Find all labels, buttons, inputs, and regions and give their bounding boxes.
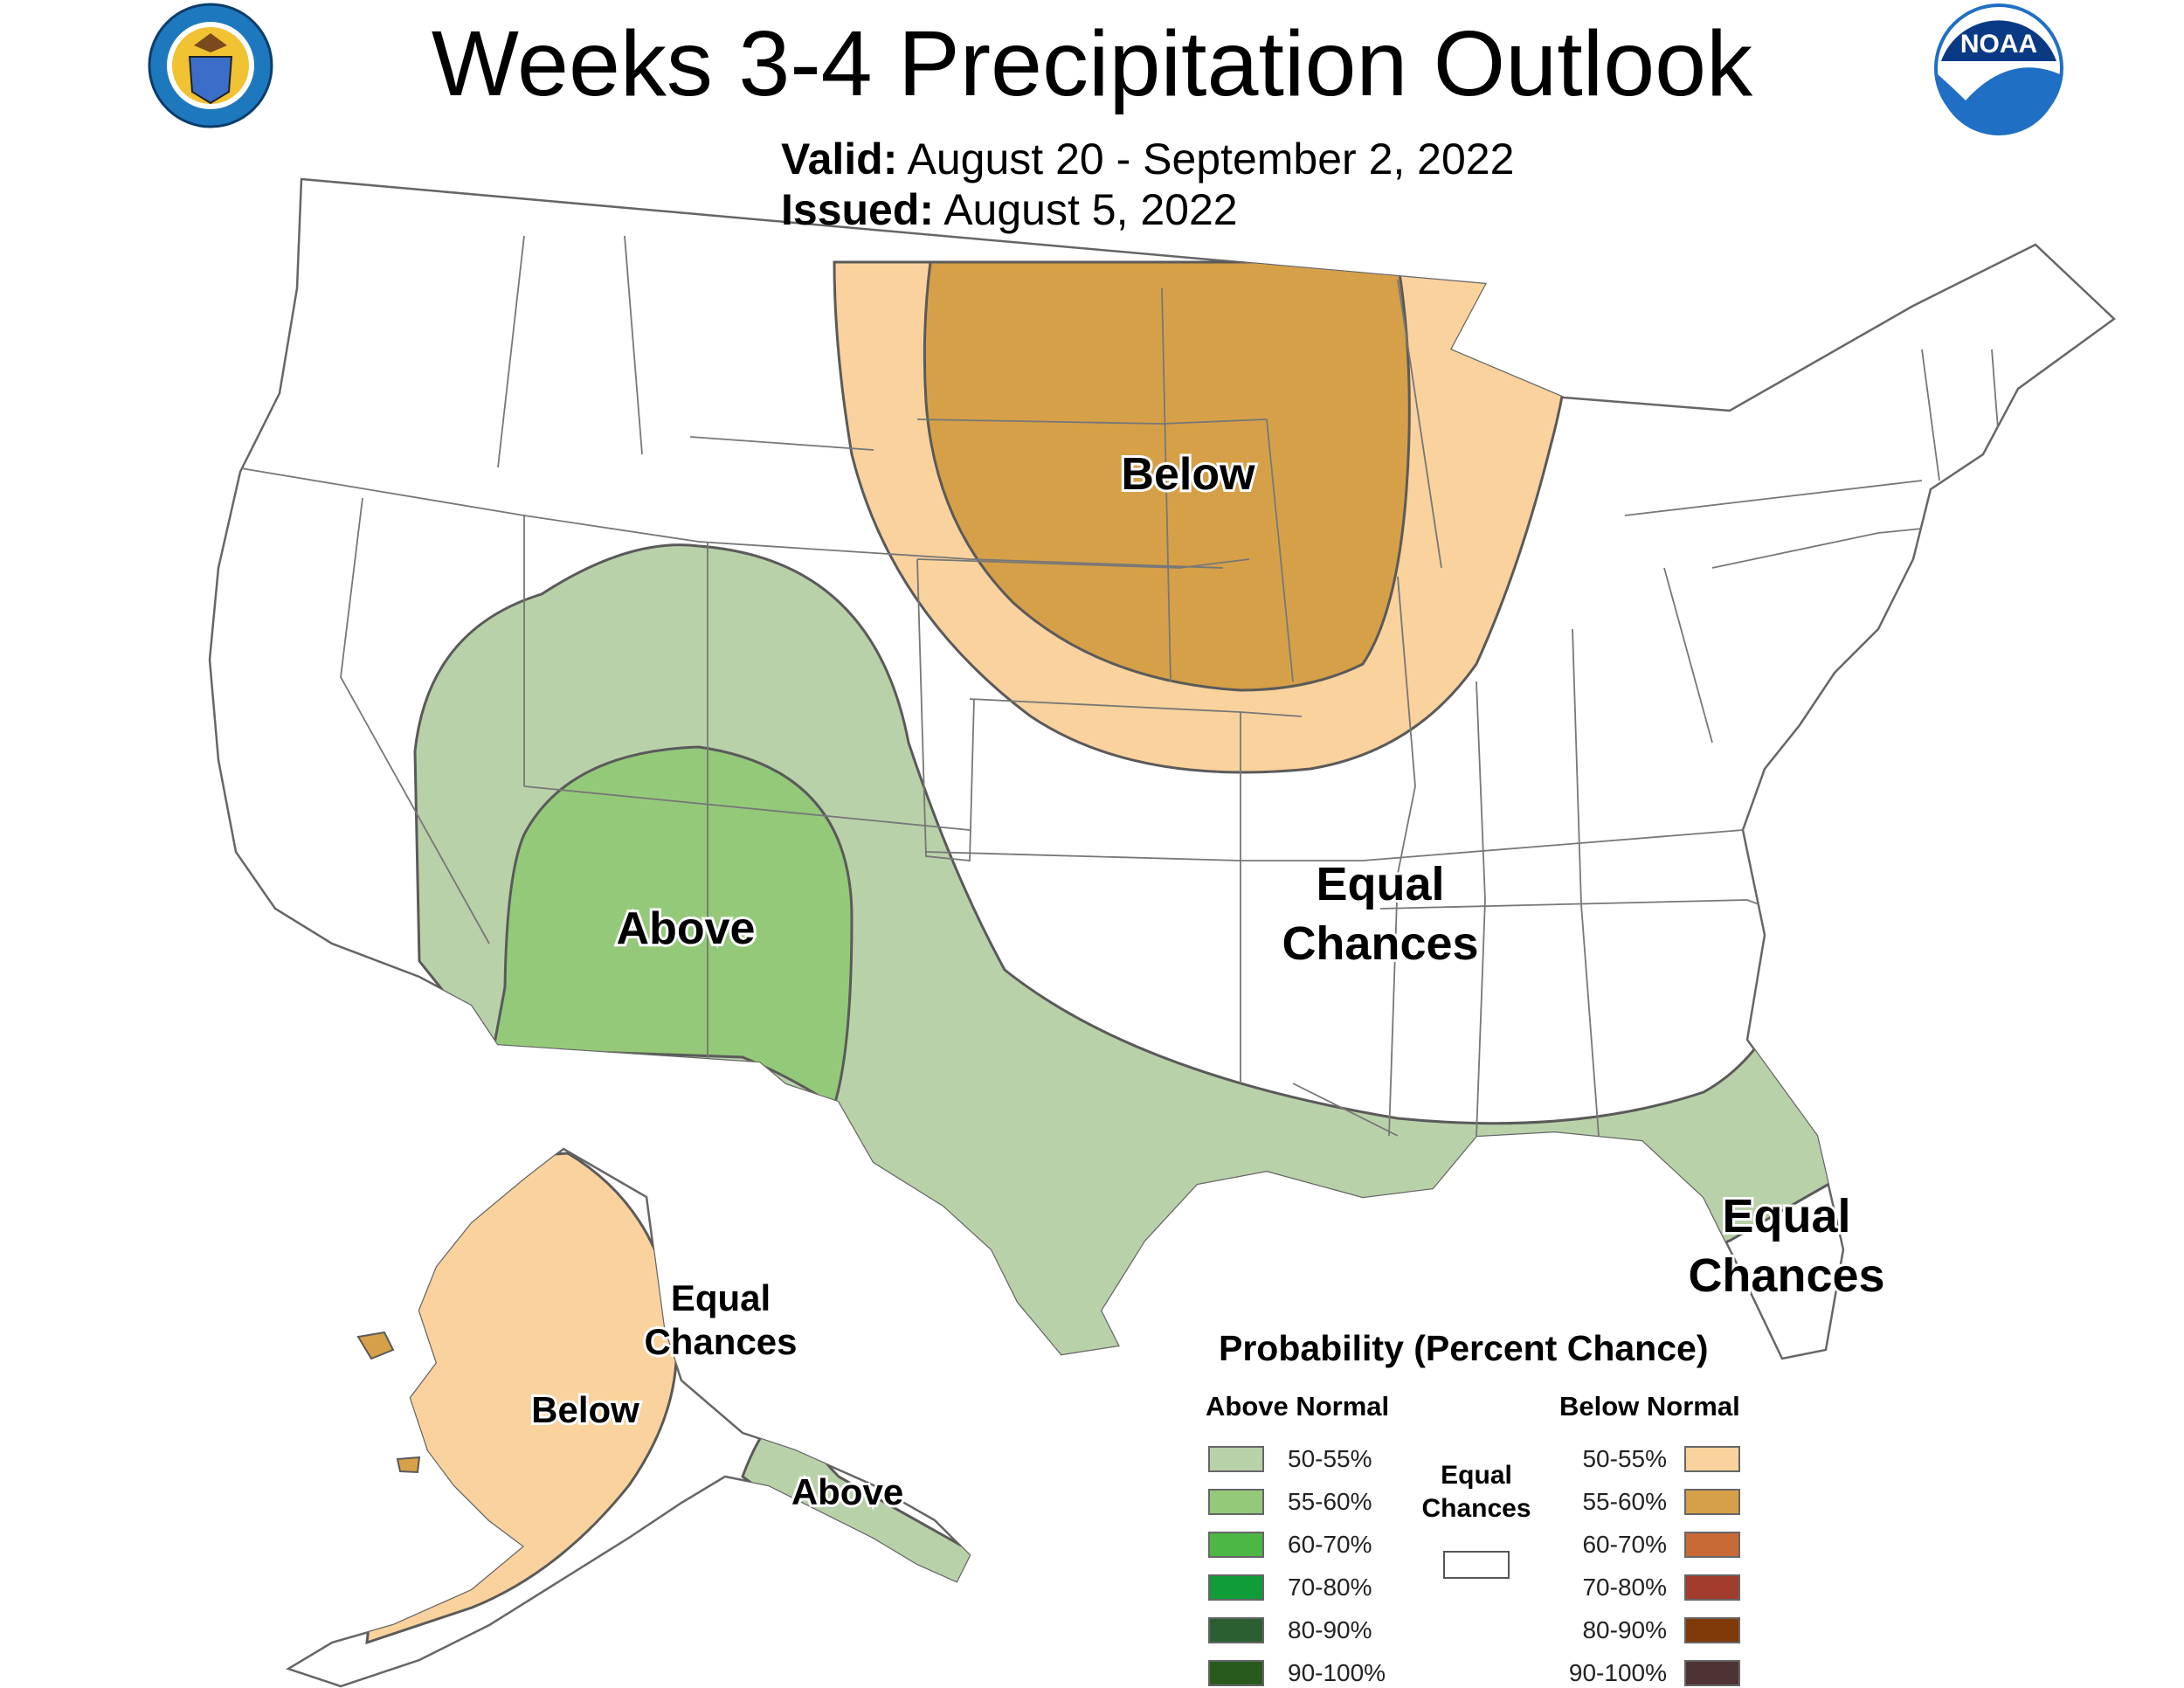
legend-above-swatch [1208, 1489, 1264, 1515]
above-55-60-region [492, 745, 854, 1108]
legend-equal-chances-swatch [1443, 1551, 1510, 1579]
legend-above-label: 90-100% [1288, 1659, 1386, 1686]
legend-below-swatch [1684, 1446, 1740, 1472]
valid-label: Valid: [781, 135, 898, 183]
legend-below-swatch [1684, 1574, 1740, 1601]
valid-value: August 20 - September 2, 2022 [907, 135, 1515, 183]
legend-above-swatch [1208, 1532, 1264, 1558]
alaska-island [396, 1456, 421, 1474]
legend-above-heading: Above Normal [1206, 1391, 1390, 1422]
page-title: Weeks 3-4 Precipitation Outlook [431, 12, 1753, 115]
legend-above-label: 50-55% [1288, 1445, 1372, 1472]
label-equal-chances-florida-1: Equal [1722, 1190, 1850, 1242]
noaa-logo-text: NOAA [1960, 30, 2037, 59]
valid-date-line: Valid: August 20 - September 2, 2022 [781, 133, 1514, 185]
legend-equal-chances-line2: Chances [1421, 1494, 1531, 1523]
legend-below-label: 60-70% [1582, 1531, 1667, 1558]
label-alaska-equal-chances-2: Chances [644, 1321, 797, 1362]
legend-above-label: 55-60% [1288, 1488, 1372, 1515]
issued-value: August 5, 2022 [943, 185, 1238, 234]
label-alaska-above: Above [791, 1471, 903, 1512]
legend-above-label: 80-90% [1288, 1616, 1372, 1643]
label-equal-chances-florida-2: Chances [1688, 1249, 1884, 1302]
legend-above-swatch [1208, 1574, 1264, 1601]
label-conus-above: Above [617, 903, 756, 954]
below-55-60-region [923, 260, 1411, 692]
legend-below-heading: Below Normal [1559, 1391, 1740, 1422]
legend-above-swatch [1208, 1660, 1264, 1686]
noaa-logo: NOAA [1934, 3, 2063, 135]
label-equal-chances-central-1: Equal [1316, 858, 1444, 910]
legend-below-label: 50-55% [1582, 1445, 1667, 1472]
label-conus-below: Below [1121, 449, 1255, 500]
label-alaska-equal-chances-1: Equal [671, 1277, 771, 1318]
legend-above-swatch [1208, 1617, 1264, 1643]
label-equal-chances-central-2: Chances [1282, 917, 1478, 970]
legend-above-label: 60-70% [1288, 1531, 1372, 1558]
legend-title: Probability (Percent Chance) [1219, 1328, 1709, 1368]
legend-above-swatch [1208, 1446, 1264, 1472]
legend-below-swatch [1684, 1532, 1740, 1558]
legend-below-label: 80-90% [1582, 1616, 1667, 1643]
alaska-island [356, 1331, 395, 1360]
state-boundaries [235, 235, 2001, 1137]
issued-label: Issued: [781, 185, 935, 234]
legend-below-swatch [1684, 1660, 1740, 1686]
label-alaska-below: Below [531, 1389, 639, 1430]
legend-below-label: 70-80% [1582, 1574, 1667, 1601]
legend-below-label: 55-60% [1582, 1488, 1667, 1515]
legend-above-label: 70-80% [1288, 1574, 1372, 1601]
legend-below-label: 90-100% [1568, 1659, 1667, 1686]
issued-date-line: Issued: August 5, 2022 [781, 183, 1238, 236]
legend-below-swatch [1684, 1489, 1740, 1515]
legend-below-swatch [1684, 1617, 1740, 1643]
commerce-seal-logo [148, 3, 273, 128]
legend-equal-chances-line1: Equal [1441, 1461, 1512, 1490]
legend-equal-chances-label: Equal Chances [1406, 1459, 1546, 1525]
